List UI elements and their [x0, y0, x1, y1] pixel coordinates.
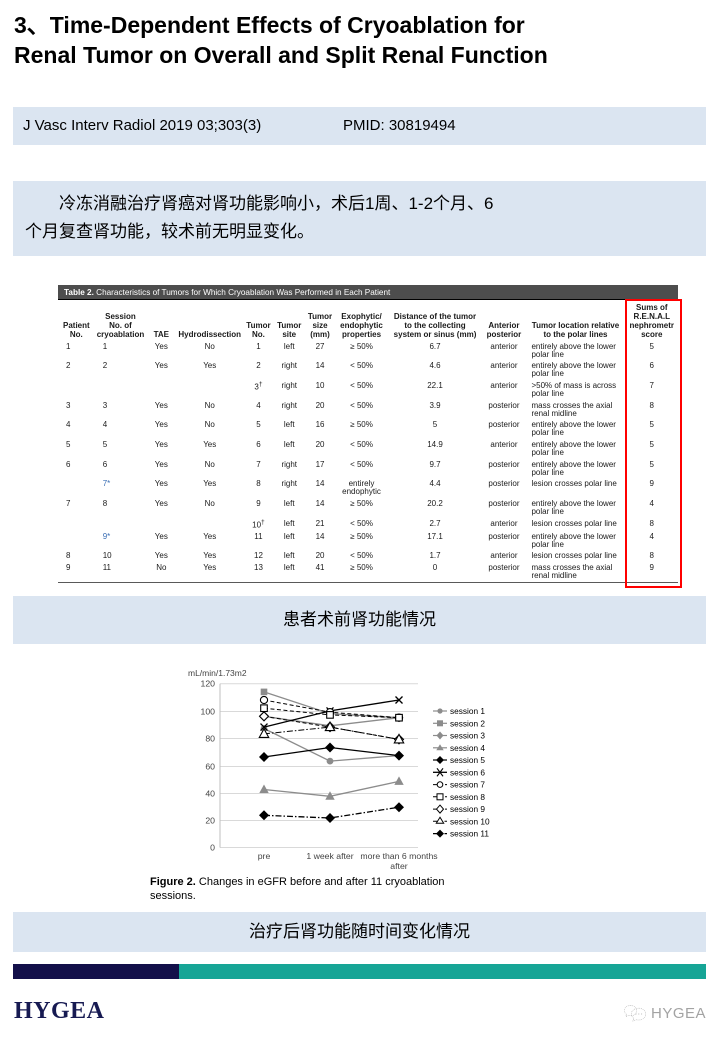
svg-text:80: 80	[205, 734, 215, 744]
svg-text:session 7: session 7	[450, 780, 485, 790]
svg-text:more than 6 months: more than 6 months	[360, 851, 438, 861]
svg-text:pre: pre	[258, 851, 271, 861]
svg-text:session 1: session 1	[450, 706, 485, 716]
svg-text:after: after	[390, 861, 407, 871]
svg-text:session 9: session 9	[450, 804, 485, 814]
svg-text:session 10: session 10	[450, 816, 490, 826]
svg-text:60: 60	[205, 762, 215, 772]
svg-text:session 2: session 2	[450, 718, 485, 728]
svg-text:1 week after: 1 week after	[306, 851, 353, 861]
svg-text:session 6: session 6	[450, 767, 485, 777]
svg-text:100: 100	[201, 707, 216, 717]
svg-text:session 11: session 11	[450, 829, 489, 839]
svg-text:40: 40	[205, 789, 215, 799]
svg-text:session 3: session 3	[450, 731, 485, 741]
svg-text:mL/min/1.73m2: mL/min/1.73m2	[188, 668, 247, 678]
svg-text:session 4: session 4	[450, 743, 485, 753]
svg-text:20: 20	[205, 816, 215, 826]
svg-text:120: 120	[201, 679, 216, 689]
svg-text:0: 0	[210, 843, 215, 853]
svg-text:session 5: session 5	[450, 755, 485, 765]
svg-text:session 8: session 8	[450, 792, 485, 802]
